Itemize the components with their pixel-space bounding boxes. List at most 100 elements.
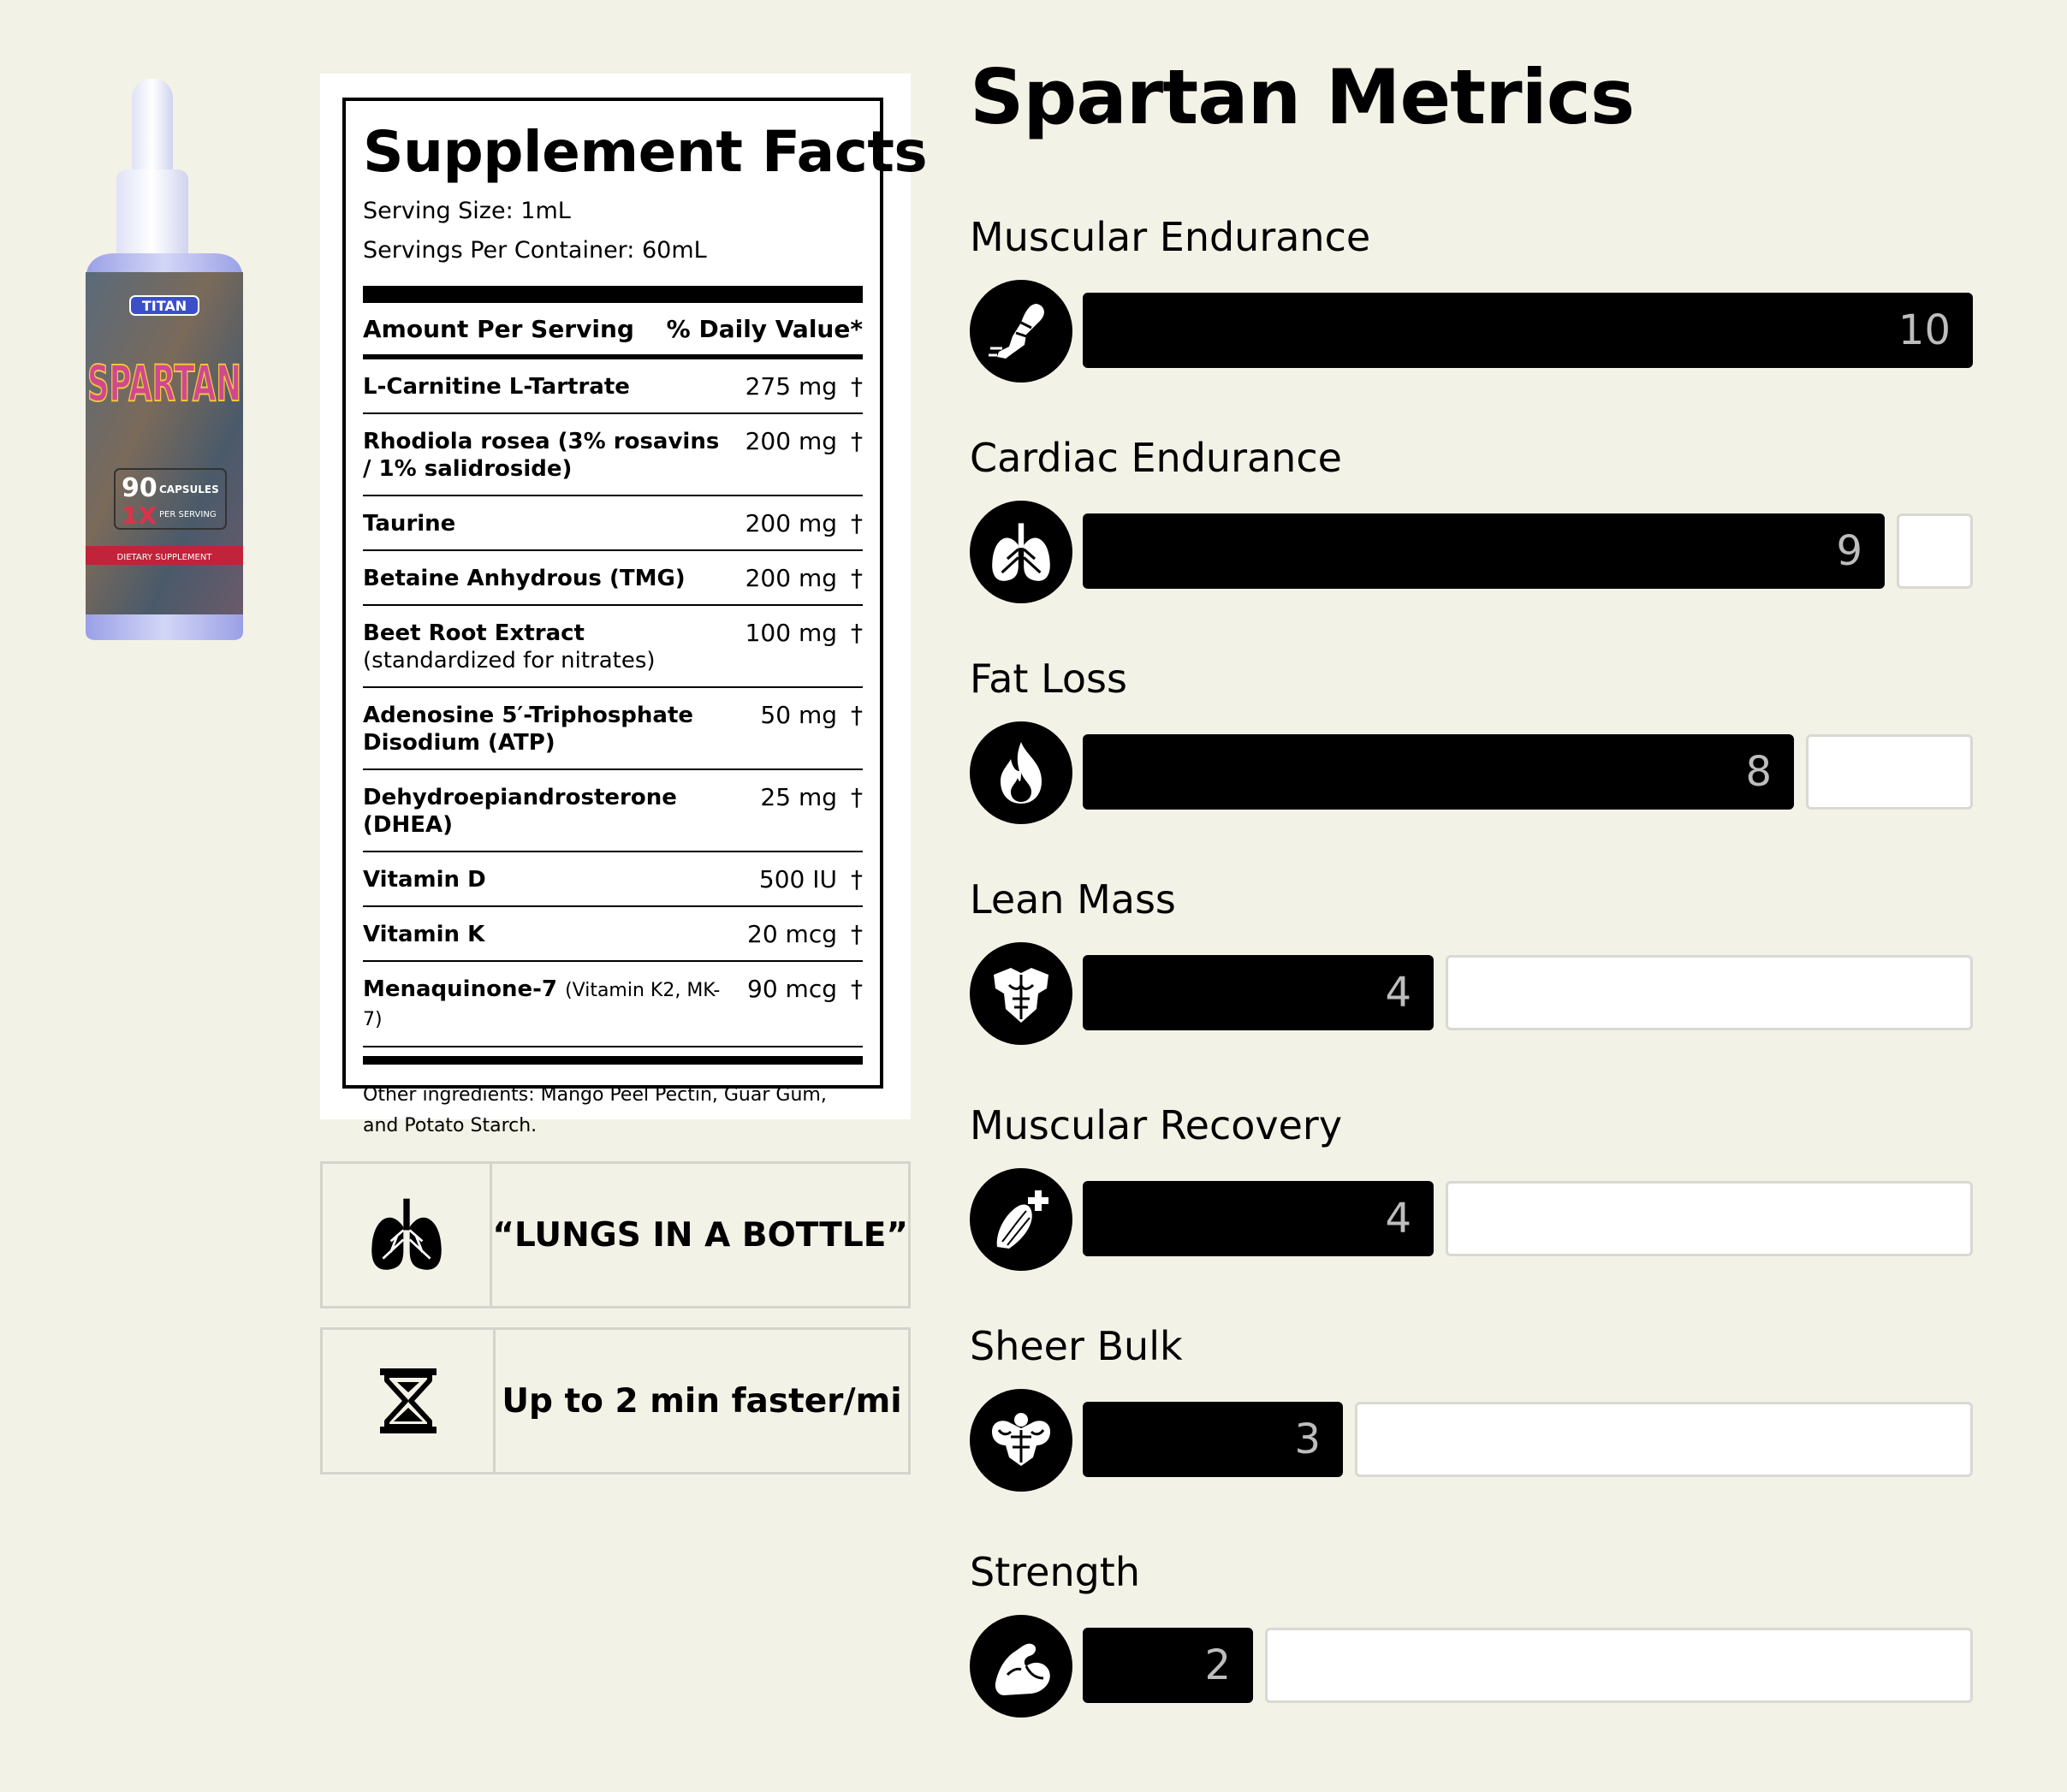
ingredient-amount: 275 mg [745,372,837,401]
facts-row: Menaquinone-7 (Vitamin K2, MK-7) 90 mcg † [363,962,863,1047]
daily-value-mark: † [851,427,863,455]
facts-row: Vitamin K 20 mcg † [363,907,863,962]
facts-row: Taurine 200 mg † [363,496,863,551]
ingredient-amount: 25 mg [760,783,837,811]
serving-size: Serving Size: 1mL [363,198,571,224]
metrics-title: Spartan Metrics [970,53,1635,141]
ingredient-amount: 200 mg [745,427,837,455]
muscle-plus-icon [970,1168,1072,1271]
daily-value-mark: † [851,783,863,811]
facts-header: Amount Per Serving % Daily Value* [363,303,863,359]
metric-label: Sheer Bulk [970,1323,1183,1369]
supplement-facts-panel: Supplement Facts Serving Size: 1mL Servi… [342,98,928,1136]
feature-lungs-in-a-bottle: “LUNGS IN A BOTTLE” [320,1161,911,1308]
feature-faster-mile: Up to 2 min faster/mi [320,1327,911,1475]
supplement-facts-card: Supplement Facts Serving Size: 1mL Servi… [320,74,928,1136]
bottle-brand: TITAN [142,298,187,314]
daily-value-mark: † [851,701,863,729]
svg-text:CAPSULES: CAPSULES [159,484,219,495]
svg-text:PER SERVING: PER SERVING [159,510,217,519]
facts-divider [363,286,863,303]
ingredient-name: Vitamin D [363,867,486,893]
metric-bar: 3 [1083,1402,1973,1477]
metric-label: Strength [970,1549,1140,1595]
facts-row: Dehydroepiandrosterone (DHEA) 25 mg † [363,770,863,852]
metric-label: Fat Loss [970,656,1127,702]
metric-bar-remaining [1355,1402,1973,1477]
ingredient-name: L-Carnitine L-Tartrate [363,374,630,400]
ingredient-subtext: (Vitamin K2, MK-7) [363,980,721,1030]
metric-bar: 2 [1083,1628,1973,1703]
metric-bar-remaining [1806,734,1973,810]
ingredient-name: Beet Root Extract [363,620,585,646]
metric-bar-fill: 4 [1083,955,1434,1030]
svg-text:1X: 1X [122,501,157,530]
svg-text:DIETARY SUPPLEMENT: DIETARY SUPPLEMENT [117,553,213,562]
lungs-icon [970,501,1072,603]
facts-row: Vitamin D 500 IU † [363,852,863,907]
feature-text: Up to 2 min faster/mi [502,1381,902,1421]
metric-bar: 8 [1083,734,1973,810]
ingredient-amount: 500 IU [758,865,837,893]
facts-rows: L-Carnitine L-Tartrate 275 mg † Rhodiola ro… [363,359,863,1047]
metric-bar-fill: 10 [1083,293,1973,368]
metric-bar-remaining [1897,513,1973,589]
facts-row: Beet Root Extract (standardized for nitra… [363,606,863,688]
hourglass-icon [323,1330,496,1472]
daily-value-mark: † [851,865,863,893]
ingredient-name: Dehydroepiandrosterone (DHEA) [363,785,677,838]
metric-bar-remaining [1265,1628,1973,1703]
product-bottle-image: TITAN SPARTAN 90 CAPSULES 1X PER SERVING… [79,75,250,644]
metric-label: Muscular Recovery [970,1102,1343,1148]
daily-value-mark: † [851,975,863,1003]
daily-value-mark: † [851,564,863,592]
svg-text:90: 90 [122,473,157,503]
metric-bar-fill: 4 [1083,1181,1434,1256]
bulk-torso-icon [970,1389,1072,1492]
lungs-icon [323,1164,493,1306]
metric-bar: 10 [1083,293,1973,368]
metric-bar-remaining [1446,955,1973,1030]
ingredient-amount: 200 mg [745,564,837,592]
ingredient-name: Menaquinone-7 [363,976,557,1002]
facts-divider [363,1056,863,1065]
ingredient-name: Taurine [363,511,456,537]
servings-per-container: Servings Per Container: 60mL [363,237,707,264]
daily-value-header: % Daily Value* [666,315,863,343]
daily-value-mark: † [851,372,863,401]
ingredient-amount: 100 mg [745,619,837,647]
metric-label: Muscular Endurance [970,214,1371,260]
feature-text: “LUNGS IN A BOTTLE” [492,1215,908,1255]
daily-value-mark: † [851,509,863,537]
metric-bar: 4 [1083,1181,1973,1256]
other-ingredients: Other ingredients: Mango Peel Pectin, Gu… [363,1084,827,1136]
facts-row: L-Carnitine L-Tartrate 275 mg † [363,359,863,414]
amount-per-serving-header: Amount Per Serving [363,315,634,343]
daily-value-mark: † [851,619,863,647]
metric-bar-fill: 2 [1083,1628,1253,1703]
metric-bar-fill: 9 [1083,513,1885,589]
metric-bar: 9 [1083,513,1973,589]
metric-label: Cardiac Endurance [970,435,1342,481]
ingredient-amount: 200 mg [745,509,837,537]
ingredient-subtext: (standardized for nitrates) [363,648,656,673]
metric-bar-fill: 8 [1083,734,1794,810]
metric-bar-fill: 3 [1083,1402,1343,1477]
ingredient-amount: 20 mcg [747,920,837,948]
torso-icon [970,942,1072,1045]
bottle-product-name: SPARTAN [87,354,241,412]
ingredient-name: Vitamin K [363,922,485,947]
facts-row: Rhodiola rosea (3% rosavins / 1% salidro… [363,414,863,496]
metric-label: Lean Mass [970,876,1176,923]
ingredient-amount: 50 mg [760,701,837,729]
daily-value-mark: † [851,920,863,948]
ingredient-name: Betaine Anhydrous (TMG) [363,566,686,591]
metric-bar: 4 [1083,955,1973,1030]
ingredient-name: Rhodiola rosea (3% rosavins / 1% salidro… [363,429,720,482]
flexed-arm-icon [970,1615,1072,1718]
facts-row: Betaine Anhydrous (TMG) 200 mg † [363,551,863,606]
flame-icon [970,721,1072,824]
ingredient-name: Adenosine 5′-Triphosphate Disodium (ATP) [363,703,694,756]
ingredient-amount: 90 mcg [747,975,837,1003]
facts-row: Adenosine 5′-Triphosphate Disodium (ATP)… [363,688,863,770]
